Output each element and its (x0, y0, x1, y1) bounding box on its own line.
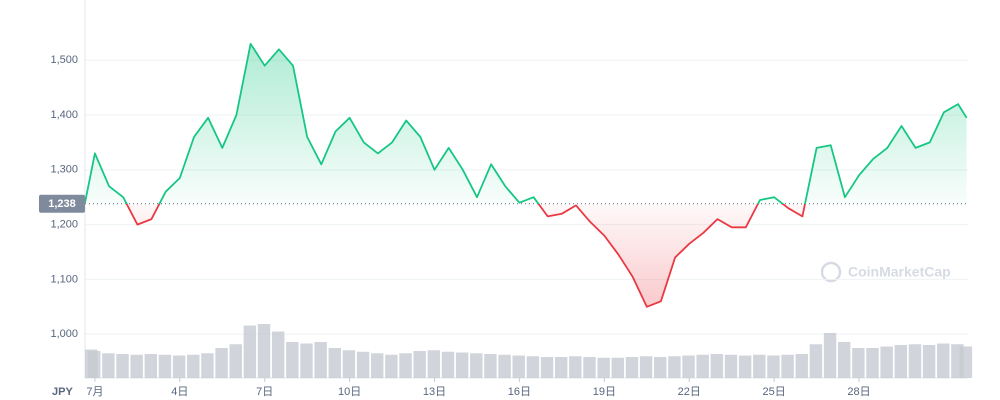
x-tick-label: 7月 (86, 386, 103, 398)
volume-bar (922, 345, 936, 378)
volume-bar (668, 356, 681, 378)
volume-bar (130, 354, 143, 378)
volume-bar (328, 348, 341, 378)
volume-bar (314, 342, 327, 378)
volume-bar (427, 350, 441, 378)
x-tick-label: 25日 (763, 386, 786, 398)
volume-bar (187, 354, 200, 378)
x-tick-label: 7日 (256, 386, 273, 398)
volume-bar (781, 354, 794, 378)
volume-bar (88, 351, 101, 378)
volume-bar (696, 354, 709, 378)
y-tick-label: 1,200 (50, 219, 78, 231)
volume-bar (102, 353, 115, 378)
volume-bar (229, 344, 242, 378)
volume-bar (342, 350, 356, 378)
volume-bar (795, 354, 808, 378)
volume-bar (908, 344, 922, 378)
volume-bar (753, 354, 766, 378)
volume-bar (271, 331, 285, 378)
volume-bar (569, 356, 582, 378)
volume-bar (682, 355, 695, 378)
volume-bar (158, 354, 172, 378)
volume-bar (484, 354, 497, 378)
volume-bar (286, 342, 299, 378)
volume-bar (866, 348, 879, 378)
volume-bar (399, 353, 412, 378)
volume-bar (413, 351, 426, 378)
volume-bar (455, 352, 469, 378)
x-tick-label: 10日 (338, 386, 361, 398)
volume-bar (611, 357, 624, 378)
volume-bar (526, 356, 540, 378)
volume-bar (724, 354, 738, 378)
volume-bar (710, 354, 724, 378)
watermark-text: CoinMarketCap (848, 264, 951, 280)
y-tick-label: 1,500 (50, 54, 78, 66)
volume-bar (554, 357, 568, 378)
volume-bar (959, 346, 973, 378)
volume-bar (583, 357, 596, 378)
volume-bar (540, 357, 554, 378)
price-line (84, 42, 968, 308)
volume-bar (654, 357, 667, 378)
volume-bar (441, 351, 455, 378)
volume-bar (116, 354, 129, 378)
baseline-label: 1,238 (48, 198, 76, 210)
volume-bar (937, 343, 950, 378)
volume-bar (356, 351, 370, 378)
volume-bar (809, 344, 823, 378)
x-tick-label: 22日 (678, 386, 701, 398)
volume-bar (201, 353, 214, 378)
volume-bar (767, 355, 780, 378)
volume-bar (385, 354, 398, 378)
currency-label: JPY (52, 386, 73, 398)
volume-bar (243, 325, 257, 378)
volume-bar (470, 353, 483, 378)
x-tick-label: 4日 (171, 386, 188, 398)
volume-bar (880, 346, 893, 378)
baseline-label-box (39, 194, 85, 213)
volume-bar (257, 324, 271, 378)
y-tick-label: 1,100 (50, 273, 78, 285)
volume-bar (498, 354, 511, 378)
volume-bar (894, 345, 908, 378)
x-tick-label: 16日 (508, 386, 531, 398)
y-tick-label: 1,300 (50, 164, 78, 176)
volume-bar (144, 354, 158, 378)
y-tick-label: 1,000 (50, 328, 78, 340)
volume-bar (512, 355, 525, 378)
volume-bar (823, 333, 837, 378)
volume-bar (625, 357, 639, 378)
y-tick-label: 1,400 (50, 109, 78, 121)
volume-bar (597, 357, 610, 378)
x-tick-label: 28日 (847, 386, 870, 398)
volume-bar (837, 342, 851, 378)
x-tick-label: 19日 (593, 386, 616, 398)
volume-bar (172, 355, 186, 378)
x-tick-label: 13日 (423, 386, 446, 398)
price-area (85, 43, 967, 307)
volume-bar (852, 348, 865, 378)
watermark: CoinMarketCap (820, 261, 951, 283)
volume-bar (371, 353, 384, 378)
volume-bar (215, 348, 228, 378)
volume-bar (639, 356, 653, 378)
volume-bar (738, 355, 752, 378)
volume-bar (300, 343, 313, 378)
